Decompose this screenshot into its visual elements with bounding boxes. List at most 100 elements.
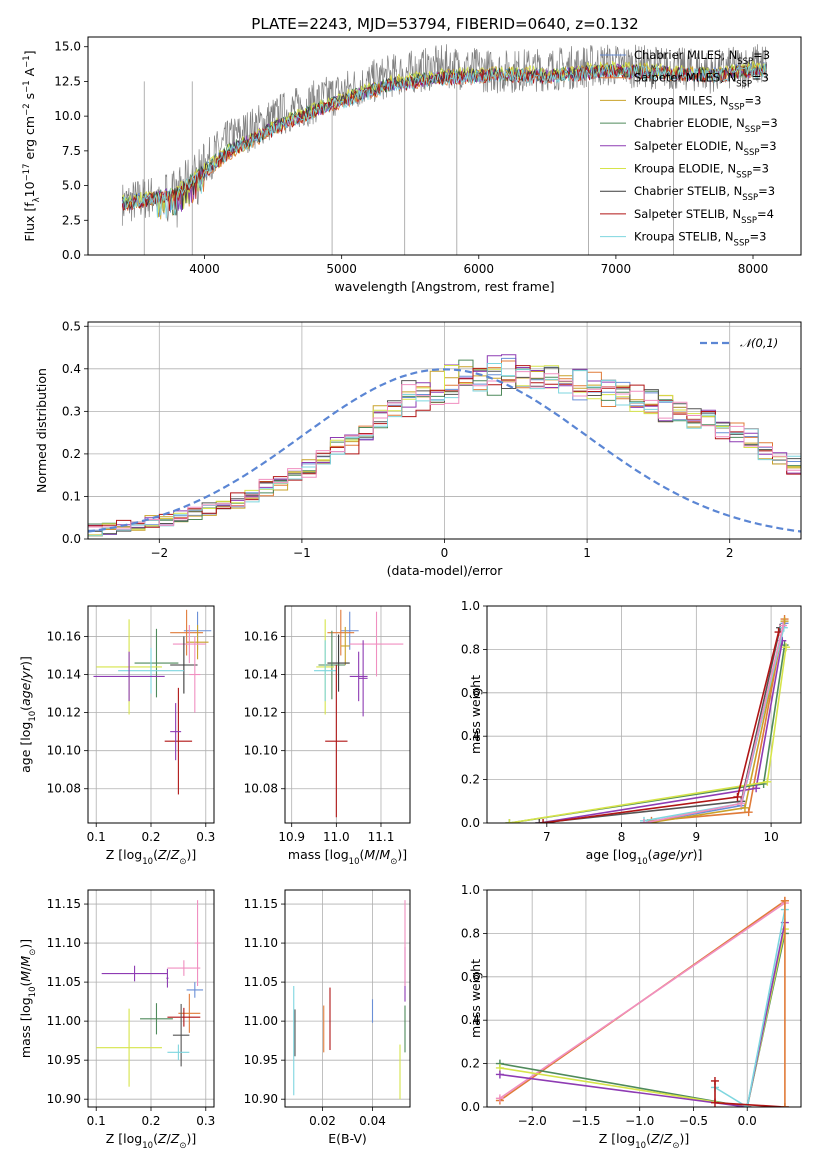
y-axis-label-part: −2 [22,103,32,116]
y-tick-label: 11.00 [244,1014,278,1028]
y-tick-label: 0.6 [461,686,480,700]
x-axis-label-part: 10 [635,1141,646,1151]
residual-histogram [88,371,801,530]
y-axis-label-part: 10 [28,986,38,997]
mass-weight-marker [752,784,761,793]
y-tick-label: 10.08 [47,782,81,796]
y-tick-label: 0.5 [62,319,81,333]
y-tick-label: 10.16 [244,629,278,643]
plot-area-spectrum [121,44,768,255]
y-tick-label: 10.0 [54,109,81,123]
y-tick-label: 11.10 [47,936,81,950]
y-axis-label-part: −1 [22,80,32,93]
x-axis-label: Z [log10(Z/Z⊙)] [106,1131,196,1151]
legend-label-part: SSP [736,80,752,90]
grid-mass-vs-Z [88,890,214,1107]
x-axis-label-part: Z [log [106,1131,142,1146]
x-axis-label-part: / [375,847,380,862]
y-axis-label-part: Flux [f [22,202,37,242]
legend-label-part: Kroupa STELIB, N [634,230,734,244]
y-axis-label: mass [log10(M/M⊙)] [18,939,38,1058]
x-axis-label-part: M [379,847,390,862]
legend-residuals: 𝒩(0,1) [700,336,778,350]
x-axis-label: wavelength [Angstrom, rest frame] [334,279,554,294]
y-tick-label: 0.2 [62,447,81,461]
mass-weight-line [499,902,786,1099]
legend-label-part: =3 [744,93,761,107]
y-axis-label-part: )] [18,656,33,666]
legend-label: Kroupa ELODIE, NSSP=3 [634,162,769,181]
y-axis-label-part: ] [22,50,37,55]
x-tick-label: −1 [293,546,311,560]
mass-weight-marker [744,808,753,817]
y-tick-label: 10.14 [244,668,278,682]
legend-label: Kroupa STELIB, NSSP=3 [634,230,766,249]
y-tick-label: 11.10 [244,936,278,950]
y-axis-label: Normed distribution [34,368,49,493]
y-tick-label: 11.15 [244,897,278,911]
y-tick-label: 0.0 [461,816,480,830]
axes-frame [284,605,411,824]
y-tick-label: 11.05 [244,975,278,989]
x-axis-label-part: Z [650,1131,660,1146]
mass-weight-marker [710,1076,719,1085]
legend-label-part: SSP [736,171,752,181]
figure-title: PLATE=2243, MJD=53794, FIBERID=0640, z=0… [251,15,638,33]
x-axis-label: E(B-V) [328,1131,367,1146]
mass-weight-marker [763,777,772,786]
x-axis-label-part: 10 [142,1141,153,1151]
y-axis-label: Flux [fλ10−17 erg cm−2 s−1 A−1] [22,50,42,241]
y-tick-label: 10.10 [47,744,81,758]
x-tick-label: 10.9 [278,830,305,844]
y-tick-label: 0.8 [461,926,480,940]
x-axis-label-part: 10 [142,857,153,867]
y-axis-label-part: Normed distribution [34,368,49,493]
x-axis-label-part: M [364,847,375,862]
legend-label-part: Chabrier STELIB, N [634,184,742,198]
legend-label: Kroupa MILES, NSSP=3 [634,93,761,112]
axes-frame [486,889,802,1108]
mass-weight-line [539,640,784,823]
y-axis-label-part: age [log [18,722,33,773]
mass-weight-marker [780,617,789,626]
y-axis-label: age [log10(age/yr)] [18,656,38,773]
x-axis-label-part: / [660,1131,665,1146]
y-tick-label: 11.05 [47,975,81,989]
grid-age-vs-mass [285,606,410,823]
x-axis-label-part: Z [log [106,847,142,862]
x-axis-label-part: )] [186,847,196,862]
y-axis-label: mass weight [468,959,483,1038]
x-axis-label-part: Z [170,847,180,862]
y-tick-label: 1.0 [461,883,480,897]
x-tick-label: −2 [150,546,168,560]
y-axis-label-part: A [22,67,37,80]
x-tick-label: −2.0 [518,1114,547,1128]
plot-area-mass-weight-vs-Z [495,896,789,1107]
y-tick-label: 0.2 [461,1057,480,1071]
x-axis-label-part: ( [648,847,653,862]
legend-label-part: Salpeter STELIB, N [634,207,741,221]
x-axis-label: (data-model)/error [387,563,504,578]
x-axis-label-part: Z [663,1131,673,1146]
mass-weight-marker [782,643,791,652]
panel-age-vs-mass: 10.9 11.0 11.1 10.08 10.10 10.12 10.14 10.16 mas… [244,605,411,867]
y-axis-label-part: −17 [22,163,32,181]
y-tick-label: 1.0 [461,599,480,613]
x-axis-label-part: )] [397,847,407,862]
x-tick-label: 0.1 [87,830,106,844]
x-tick-label: 11.0 [323,830,350,844]
y-tick-label: 0.1 [62,489,81,503]
mass-weight-line [499,928,786,1107]
x-axis-label-part: (data-model)/error [387,563,504,578]
legend-label-part: SSP [729,102,745,112]
y-axis-label: mass weight [468,675,483,754]
y-axis-label-part: / [18,966,33,971]
y-tick-label: 10.95 [244,1053,278,1067]
x-axis-label-part: E(B-V) [328,1131,367,1146]
x-tick-label: 0.3 [196,830,215,844]
legend-label-part: SSP [737,57,753,67]
legend-label-part: SSP [741,216,757,226]
mass-weight-marker [737,799,746,808]
x-axis-label-part: / [167,847,172,862]
